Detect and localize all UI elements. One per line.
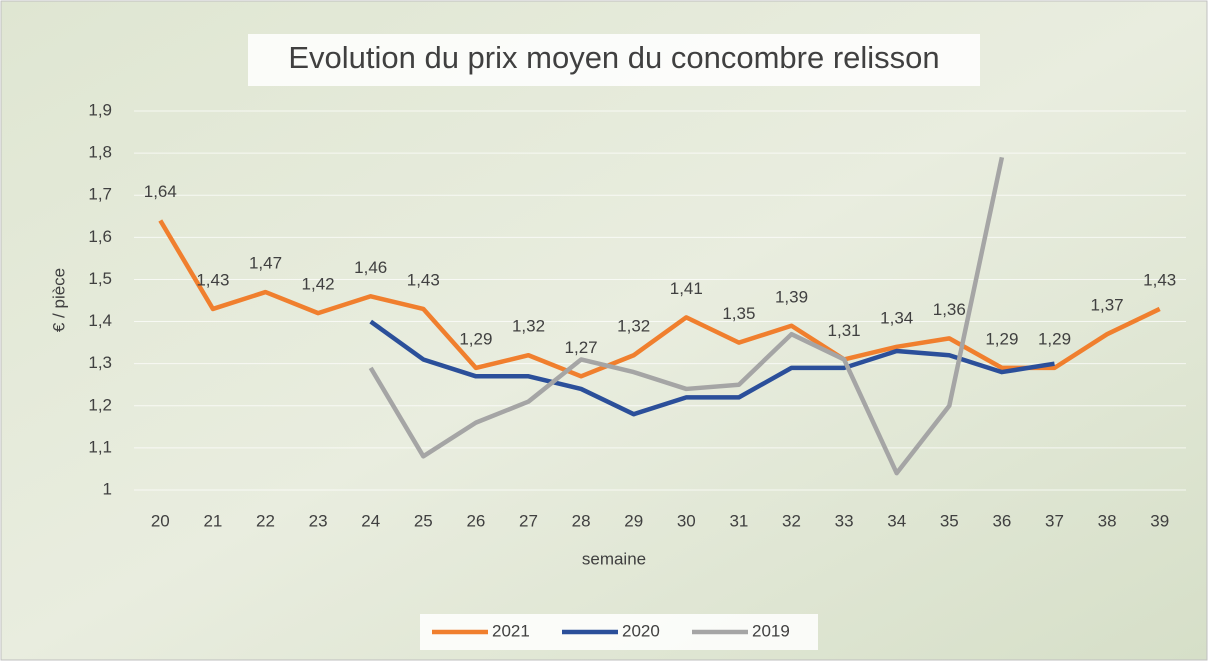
- x-tick-label: 33: [835, 511, 854, 530]
- data-label: 1,32: [617, 317, 650, 336]
- y-tick-label: 1: [103, 479, 112, 498]
- data-label: 1,32: [512, 317, 545, 336]
- x-tick-label: 24: [361, 511, 380, 530]
- data-label: 1,43: [196, 270, 229, 289]
- y-tick-label: 1,4: [88, 311, 112, 330]
- data-label: 1,39: [775, 287, 808, 306]
- data-label: 1,43: [407, 270, 440, 289]
- x-tick-label: 39: [1150, 511, 1169, 530]
- chart: Evolution du prix moyen du concombre rel…: [0, 0, 1208, 661]
- x-tick-label: 21: [203, 511, 222, 530]
- x-tick-label: 30: [677, 511, 696, 530]
- y-tick-label: 1,2: [88, 395, 112, 414]
- y-tick-label: 1,6: [88, 227, 112, 246]
- data-label: 1,47: [249, 254, 282, 273]
- x-tick-label: 26: [466, 511, 485, 530]
- y-tick-label: 1,9: [88, 100, 112, 119]
- data-label: 1,36: [933, 300, 966, 319]
- x-axis-label: semaine: [582, 549, 646, 568]
- x-tick-label: 32: [782, 511, 801, 530]
- x-tick-label: 25: [414, 511, 433, 530]
- x-tick-label: 36: [992, 511, 1011, 530]
- data-label: 1,41: [670, 279, 703, 298]
- x-tick-label: 27: [519, 511, 538, 530]
- data-label: 1,64: [144, 182, 177, 201]
- data-label: 1,37: [1091, 296, 1124, 315]
- x-tick-label: 29: [624, 511, 643, 530]
- x-tick-label: 37: [1045, 511, 1064, 530]
- y-tick-label: 1,3: [88, 353, 112, 372]
- data-label: 1,29: [459, 329, 492, 348]
- data-label: 1,34: [880, 308, 913, 327]
- data-label: 1,27: [565, 338, 598, 357]
- legend-label: 2019: [752, 621, 790, 640]
- data-label: 1,46: [354, 258, 387, 277]
- y-tick-label: 1,7: [88, 185, 112, 204]
- data-label: 1,42: [302, 275, 335, 294]
- x-tick-label: 23: [309, 511, 328, 530]
- x-tick-label: 35: [940, 511, 959, 530]
- data-label: 1,29: [985, 329, 1018, 348]
- data-label: 1,31: [828, 321, 861, 340]
- x-tick-label: 22: [256, 511, 275, 530]
- x-tick-label: 28: [572, 511, 591, 530]
- x-tick-label: 20: [151, 511, 170, 530]
- x-tick-label: 38: [1098, 511, 1117, 530]
- data-label: 1,35: [722, 304, 755, 323]
- data-label: 1,43: [1143, 270, 1176, 289]
- legend-label: 2020: [622, 621, 660, 640]
- data-label: 1,29: [1038, 329, 1071, 348]
- x-tick-label: 34: [887, 511, 906, 530]
- y-axis-label: € / pièce: [49, 268, 68, 332]
- chart-title: Evolution du prix moyen du concombre rel…: [288, 40, 939, 75]
- y-tick-label: 1,5: [88, 269, 112, 288]
- x-tick-label: 31: [729, 511, 748, 530]
- y-tick-label: 1,1: [88, 437, 112, 456]
- y-tick-label: 1,8: [88, 143, 112, 162]
- legend-label: 2021: [492, 621, 530, 640]
